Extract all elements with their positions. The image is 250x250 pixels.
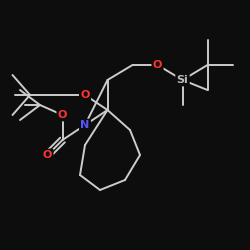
Text: Si: Si xyxy=(176,75,188,85)
Text: N: N xyxy=(80,120,90,130)
Text: O: O xyxy=(80,90,90,100)
Text: O: O xyxy=(43,150,52,160)
Text: O: O xyxy=(58,110,67,120)
Text: O: O xyxy=(153,60,162,70)
